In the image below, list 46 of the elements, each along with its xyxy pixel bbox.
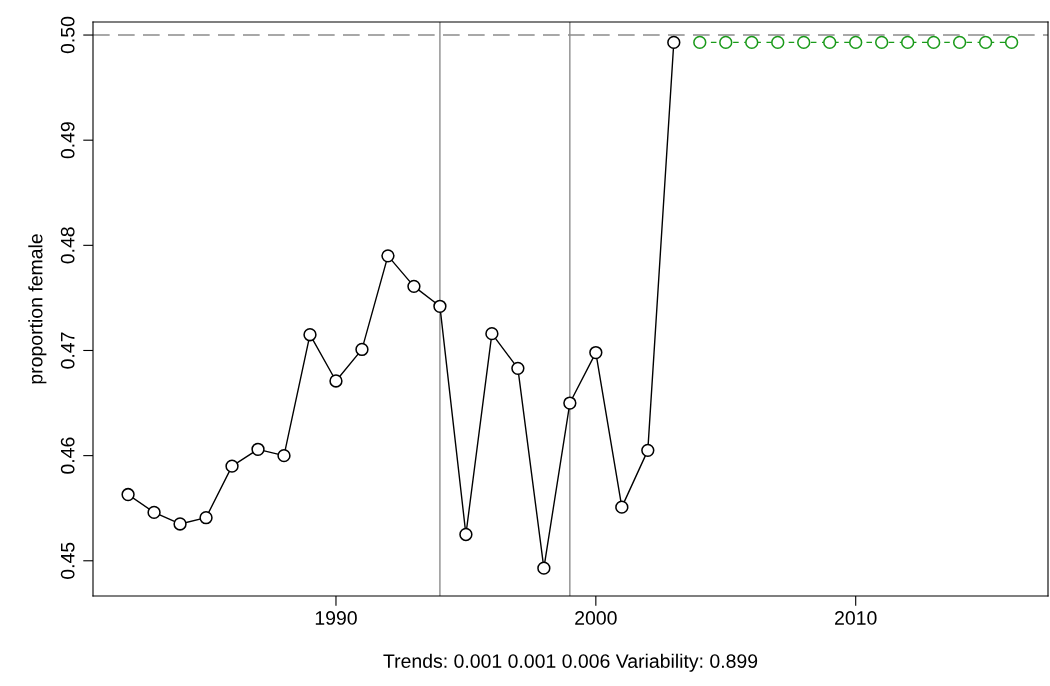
point — [199, 510, 213, 525]
point — [433, 299, 447, 313]
y-tick-label: 0.48 — [60, 227, 75, 264]
point — [589, 345, 603, 360]
point — [459, 527, 473, 542]
point — [225, 459, 239, 473]
point — [173, 517, 187, 531]
x-tick-label: 2010 — [835, 611, 877, 625]
point — [719, 35, 733, 50]
point — [926, 35, 941, 50]
point — [978, 35, 993, 50]
point — [147, 505, 161, 520]
y-tick-label: 0.47 — [60, 332, 75, 369]
point — [329, 374, 343, 388]
point — [485, 326, 499, 341]
point — [901, 35, 915, 50]
point — [251, 442, 265, 456]
point — [277, 448, 291, 463]
y-tick-label: 0.46 — [60, 437, 75, 474]
y-tick-label: 0.49 — [60, 122, 75, 159]
x-axis-title: Trends: 0.001 0.001 0.006 Variability: 0.899 — [383, 653, 758, 672]
point — [667, 35, 681, 50]
point — [823, 35, 837, 50]
x-tick-label: 2000 — [575, 611, 617, 625]
y-tick-label: 0.45 — [60, 542, 75, 579]
point — [407, 279, 421, 294]
point — [849, 35, 863, 50]
point — [952, 35, 967, 50]
point — [355, 342, 369, 357]
y-axis-title: proportion female — [28, 234, 47, 384]
point — [875, 35, 889, 50]
point — [381, 249, 395, 263]
x-tick-label: 1990 — [315, 611, 357, 625]
point — [693, 35, 707, 50]
point — [615, 500, 629, 514]
y-tick-label: 0.50 — [60, 16, 75, 54]
point — [745, 35, 759, 50]
point — [771, 35, 785, 50]
point — [303, 328, 317, 342]
point — [511, 361, 525, 376]
point — [797, 35, 811, 50]
point — [537, 561, 551, 575]
point — [641, 443, 655, 458]
point — [563, 396, 577, 410]
point — [1004, 35, 1019, 50]
point — [121, 487, 135, 502]
